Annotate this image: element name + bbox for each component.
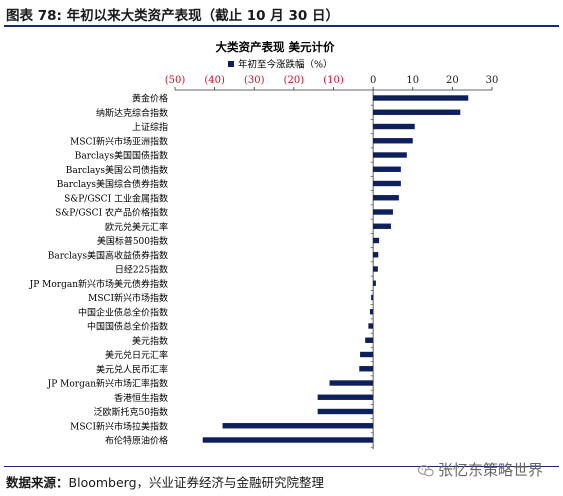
x-tick-label: 30 [486, 75, 499, 86]
bar [373, 237, 380, 244]
x-tick-label: (30) [244, 75, 265, 86]
bar [373, 209, 393, 215]
bar [222, 423, 374, 429]
y-tick-label: Barclays美国国债指数 [75, 150, 168, 162]
y-tick-label: 纳斯达克综合指数 [96, 107, 168, 119]
y-tick-label: 中国国债总全价指数 [87, 321, 168, 333]
legend-label: 年初至今涨跌幅（%） [238, 59, 333, 71]
header-rule [4, 25, 559, 27]
x-tick-label: (10) [323, 75, 344, 86]
bar [329, 380, 374, 386]
x-axis: (50) (40) (30) (20) (10) 0 10 20 30 [165, 75, 499, 91]
bar [373, 195, 399, 201]
bar [202, 437, 374, 443]
x-tick-label: 10 [406, 75, 419, 86]
bar [369, 309, 374, 315]
footer-rule [4, 466, 559, 467]
y-tick-label: MSCI新兴市场亚洲指数 [70, 135, 168, 147]
legend-swatch [228, 61, 234, 67]
watermark-text: 张忆东策略世界 [438, 461, 544, 479]
y-tick-label: Barclays美国公司债指数 [66, 164, 168, 176]
x-tick-label: 0 [370, 75, 376, 86]
y-tick-label: 布伦特原油价格 [105, 435, 168, 447]
y-tick-label: S&P/GSCI 工业金属指数 [64, 192, 168, 204]
bar [360, 351, 374, 358]
y-tick-label: S&P/GSCI 农产品价格指数 [55, 207, 168, 219]
x-tick-label: (40) [204, 75, 225, 86]
watermark: 张忆东策略世界 [418, 459, 543, 480]
bar [365, 337, 374, 343]
y-tick-label: 香港恒生指数 [114, 392, 168, 404]
source-text: Bloomberg，兴业证券经济与金融研究院整理 [68, 475, 325, 490]
bar [373, 180, 401, 187]
x-tick-label: (50) [165, 75, 186, 86]
bar [373, 266, 378, 272]
bar [317, 394, 374, 400]
y-tick-label: JP Morgan新兴市场汇率指数 [47, 378, 168, 390]
bar [373, 152, 407, 158]
bar [368, 323, 374, 329]
y-tick-label: JP Morgan新兴市场美元债券指数 [29, 278, 168, 290]
x-tick-label: (20) [284, 75, 305, 86]
bar [317, 408, 374, 415]
y-tick-label: 上证综指 [132, 121, 168, 133]
y-tick-label: Barclays美国综合债券指数 [57, 178, 168, 190]
x-tick-label: 20 [446, 75, 459, 86]
bar-series [202, 95, 469, 443]
y-tick-label: 美国标普500指数 [97, 235, 168, 247]
bar [373, 252, 379, 258]
bar [373, 123, 415, 130]
bar [373, 138, 413, 144]
bar [373, 166, 401, 172]
y-tick-label: 日经225指数 [115, 264, 168, 276]
y-tick-label: 欧元兑美元汇率 [105, 221, 168, 233]
y-tick-label: 中国企业债总全价指数 [78, 306, 168, 318]
bar [373, 109, 461, 115]
y-tick-label: 黄金价格 [132, 93, 168, 105]
bar [373, 280, 376, 286]
bar [371, 294, 374, 301]
figure-title: 图表 78: 年初以来大类资产表现（截止 10 月 30 日） [6, 8, 339, 24]
chart-title: 大类资产表现 美元计价 [215, 40, 335, 54]
asset-performance-chart: 大类资产表现 美元计价 年初至今涨跌幅（%） (50) (40) (30) (20)(… [29, 40, 499, 450]
y-tick-label: 泛欧斯托克50指数 [94, 406, 168, 418]
source-label: 数据来源： [6, 475, 69, 490]
bar [373, 223, 391, 229]
y-tick-label: 美元指数 [132, 335, 168, 347]
y-tick-label: 美元兑人民币汇率 [96, 363, 168, 375]
y-tick-label: Barclays美国高收益债券指数 [48, 249, 168, 261]
source-note: 数据来源：Bloomberg，兴业证券经济与金融研究院整理 [6, 472, 324, 491]
wechat-icon [418, 464, 434, 476]
y-tick-label: MSCI新兴市场指数 [88, 292, 168, 304]
y-tick-label: 美元兑日元汇率 [105, 349, 168, 361]
bar [373, 95, 469, 101]
y-tick-label: MSCI新兴市场拉美指数 [70, 420, 168, 432]
bar [359, 366, 374, 372]
figure-header: 图表 78: 年初以来大类资产表现（截止 10 月 30 日） [4, 2, 559, 26]
